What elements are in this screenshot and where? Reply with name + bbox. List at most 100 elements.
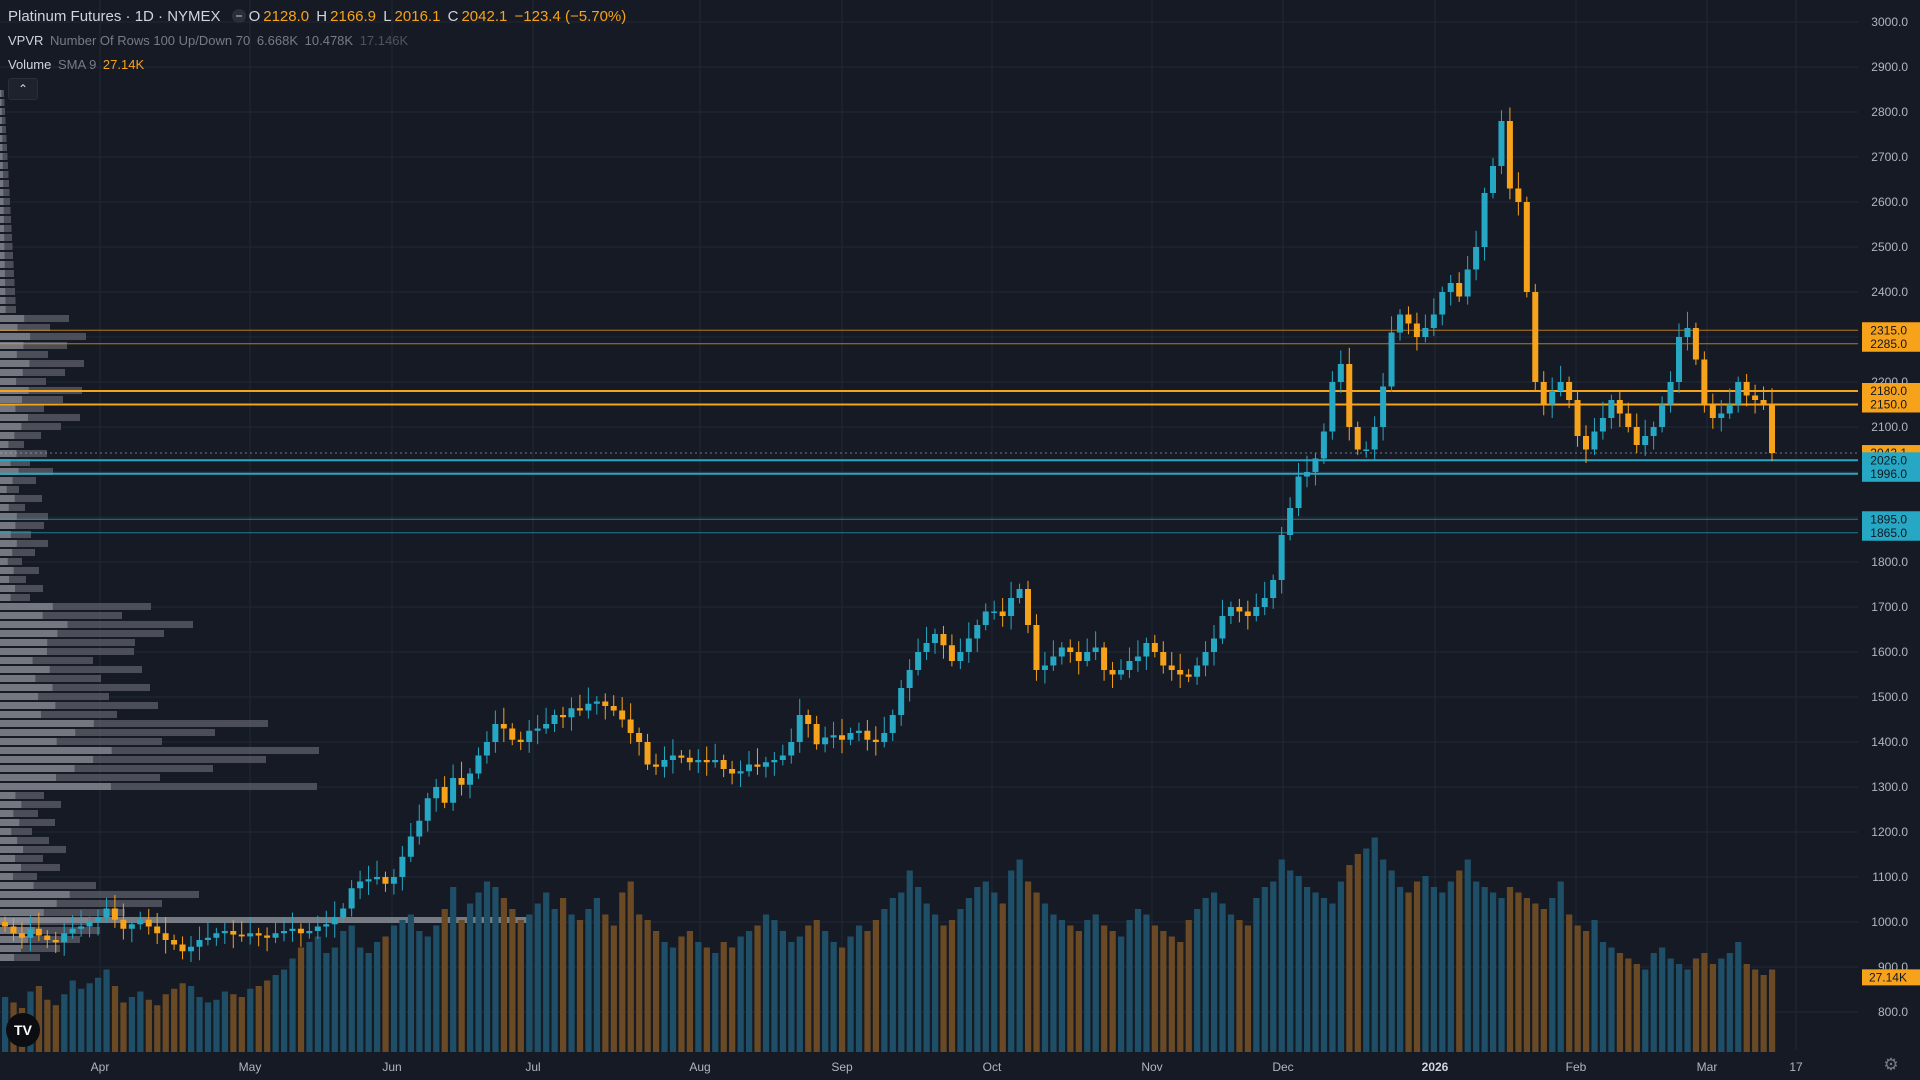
volume-bar xyxy=(230,994,237,1052)
vpvr-row-up xyxy=(0,279,6,286)
vpvr-name[interactable]: VPVR xyxy=(8,33,44,48)
vpvr-row xyxy=(0,477,36,484)
candle-body xyxy=(1388,332,1395,387)
vpvr-row xyxy=(0,342,67,349)
candle-body xyxy=(576,708,583,711)
volume-bar xyxy=(1126,920,1133,1052)
vpvr-row-up xyxy=(0,360,30,367)
volume-bar xyxy=(247,988,254,1052)
vpvr-row xyxy=(0,423,61,430)
vpvr-row xyxy=(0,414,80,421)
vpvr-row xyxy=(0,216,11,223)
volume-bar xyxy=(297,947,305,1052)
minus-icon[interactable] xyxy=(231,9,246,23)
volume-name[interactable]: Volume xyxy=(8,57,52,72)
high-value: 2166.9 xyxy=(330,8,377,25)
volume-bar xyxy=(720,942,727,1052)
volume-bar xyxy=(1092,914,1099,1052)
candle-body xyxy=(1523,202,1530,292)
volume-bar xyxy=(974,887,981,1052)
candle-body xyxy=(1650,427,1657,436)
candle-body xyxy=(678,755,685,758)
candle-body xyxy=(1134,656,1141,661)
candle-body xyxy=(1118,670,1124,675)
volume-bar xyxy=(441,909,448,1052)
candle-body xyxy=(1701,359,1708,405)
volume-bar xyxy=(281,969,288,1052)
candle-body xyxy=(137,919,144,925)
vpvr-row xyxy=(0,153,8,160)
vpvr-legend[interactable]: VPVR Number Of Rows 100 Up/Down 70 6.668… xyxy=(8,33,411,48)
vpvr-row xyxy=(0,495,42,502)
vpvr-row-up xyxy=(0,288,6,295)
candle-body xyxy=(551,715,558,724)
vpvr-row-up xyxy=(0,801,22,808)
vpvr-row xyxy=(0,756,266,763)
candle-body xyxy=(1599,418,1606,432)
candle-body xyxy=(712,760,719,763)
volume-bar xyxy=(221,991,229,1052)
gear-icon[interactable]: ⚙ xyxy=(1883,1055,1899,1074)
tradingview-logo[interactable]: TV xyxy=(6,1013,40,1047)
vpvr-row xyxy=(0,288,15,295)
vpvr-row xyxy=(0,594,30,601)
candle-body xyxy=(1616,400,1623,414)
volume-bar xyxy=(999,903,1006,1052)
candle-body xyxy=(864,730,871,740)
volume-bar xyxy=(1608,947,1615,1052)
price-tag-label: 2180.0 xyxy=(1870,384,1907,398)
volume-bar xyxy=(551,909,558,1052)
candle-body xyxy=(44,935,51,940)
vpvr-row-up xyxy=(0,621,68,628)
time-tick-label: 17 xyxy=(1789,1060,1803,1074)
volume-bar xyxy=(111,986,119,1052)
candle-body xyxy=(1168,665,1175,670)
candle-body xyxy=(889,715,896,733)
volume-bar xyxy=(982,881,989,1052)
vpvr-row xyxy=(0,864,60,871)
volume-bar xyxy=(1447,881,1454,1052)
candle-body xyxy=(1684,328,1691,337)
price-tick-label: 1700.0 xyxy=(1871,600,1908,614)
vpvr-row xyxy=(0,198,10,205)
chevron-up-icon[interactable]: ⌃ xyxy=(8,78,38,100)
candle-body xyxy=(906,670,913,688)
vpvr-row xyxy=(0,567,39,574)
vpvr-row xyxy=(0,441,24,448)
volume-bar xyxy=(965,898,973,1052)
candle-body xyxy=(957,652,964,661)
volume-bar xyxy=(1008,870,1015,1052)
vpvr-row xyxy=(0,189,10,196)
volume-bar xyxy=(1464,859,1471,1052)
vpvr-row xyxy=(0,684,150,691)
candle-body xyxy=(762,762,769,767)
vpvr-row xyxy=(0,234,12,241)
volume-bar xyxy=(95,977,102,1052)
volume-bar xyxy=(1016,859,1023,1052)
price-tick-label: 2700.0 xyxy=(1871,150,1908,164)
vpvr-row xyxy=(0,243,13,250)
vpvr-row xyxy=(0,882,96,889)
vpvr-row xyxy=(0,162,8,169)
candle-body xyxy=(1058,647,1065,657)
volume-bar xyxy=(1075,931,1082,1052)
vpvr-row-up xyxy=(0,540,17,547)
candle-body xyxy=(171,940,178,945)
low-label: L xyxy=(383,8,392,25)
volume-legend[interactable]: Volume SMA 9 27.14K xyxy=(8,57,147,72)
symbol-name[interactable]: Platinum Futures · 1D · NYMEX xyxy=(8,8,221,25)
candle-body xyxy=(653,764,659,767)
vpvr-row-up xyxy=(0,864,21,871)
candle-body xyxy=(898,688,905,715)
candle-body xyxy=(627,719,634,733)
vpvr-row xyxy=(0,828,32,835)
candle-body xyxy=(1413,323,1420,337)
volume-bar xyxy=(864,931,871,1052)
symbol-legend[interactable]: Platinum Futures · 1D · NYMEX O 2128.0 H 21… xyxy=(8,8,629,25)
vpvr-poc xyxy=(0,917,530,923)
vpvr-row-up xyxy=(0,225,5,232)
price-tick-label: 2100.0 xyxy=(1871,420,1908,434)
volume-bar xyxy=(1380,859,1387,1052)
